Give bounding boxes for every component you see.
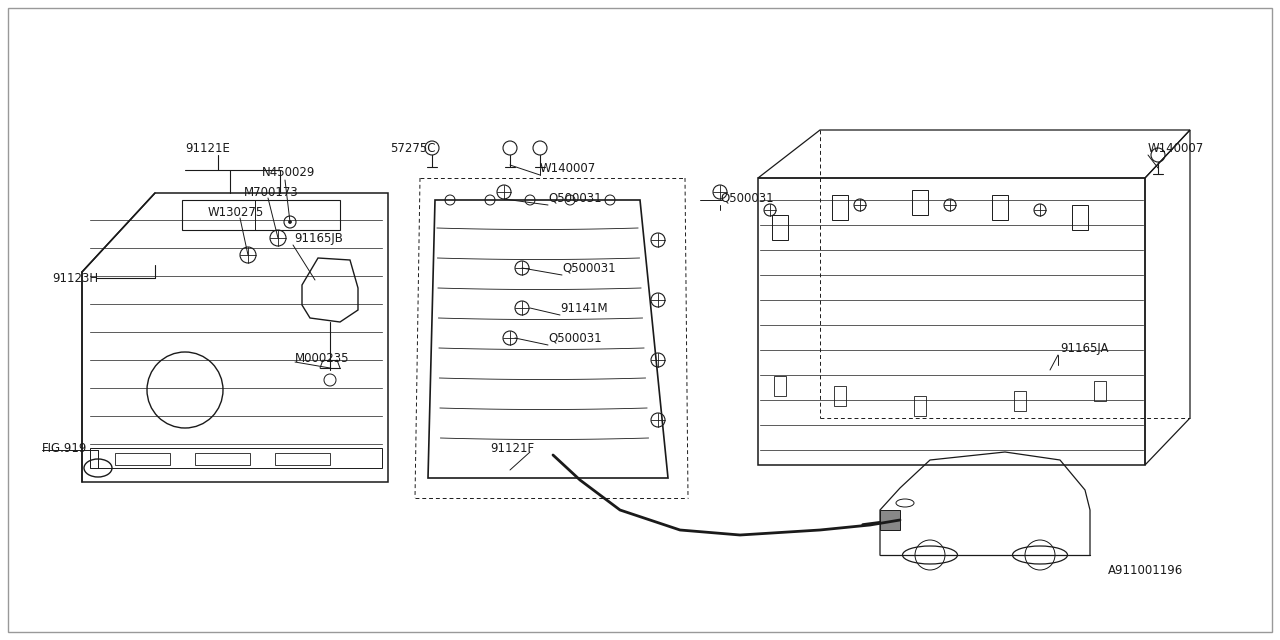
Text: 91123H: 91123H <box>52 271 99 285</box>
Text: FIG.919: FIG.919 <box>42 442 87 454</box>
Bar <box>115 453 170 465</box>
Text: Q500031: Q500031 <box>719 191 773 205</box>
Circle shape <box>288 221 292 223</box>
Bar <box>772 215 788 240</box>
Text: M700173: M700173 <box>244 186 298 198</box>
Bar <box>832 195 849 220</box>
Bar <box>914 396 925 416</box>
Text: 91121F: 91121F <box>490 442 534 454</box>
Bar <box>1094 381 1106 401</box>
Bar <box>195 453 250 465</box>
Text: Q500031: Q500031 <box>548 332 602 344</box>
Text: 91165JB: 91165JB <box>294 232 343 244</box>
Text: 91141M: 91141M <box>561 301 608 314</box>
Bar <box>992 195 1009 220</box>
Bar <box>1073 205 1088 230</box>
Text: 57275C: 57275C <box>390 141 435 154</box>
Text: 91121E: 91121E <box>186 141 230 154</box>
Text: Q500031: Q500031 <box>548 191 602 205</box>
Bar <box>774 376 786 396</box>
Text: W140007: W140007 <box>540 161 596 175</box>
Bar <box>1014 391 1027 411</box>
Bar <box>911 190 928 215</box>
Polygon shape <box>881 510 900 530</box>
Text: A911001196: A911001196 <box>1108 563 1183 577</box>
Text: Q500031: Q500031 <box>562 262 616 275</box>
Text: 91165JA: 91165JA <box>1060 342 1108 355</box>
Text: M000235: M000235 <box>294 351 349 365</box>
Text: N450029: N450029 <box>262 166 315 179</box>
Text: W140007: W140007 <box>1148 141 1204 154</box>
Bar <box>835 386 846 406</box>
Text: W130275: W130275 <box>207 205 264 218</box>
Bar <box>275 453 330 465</box>
